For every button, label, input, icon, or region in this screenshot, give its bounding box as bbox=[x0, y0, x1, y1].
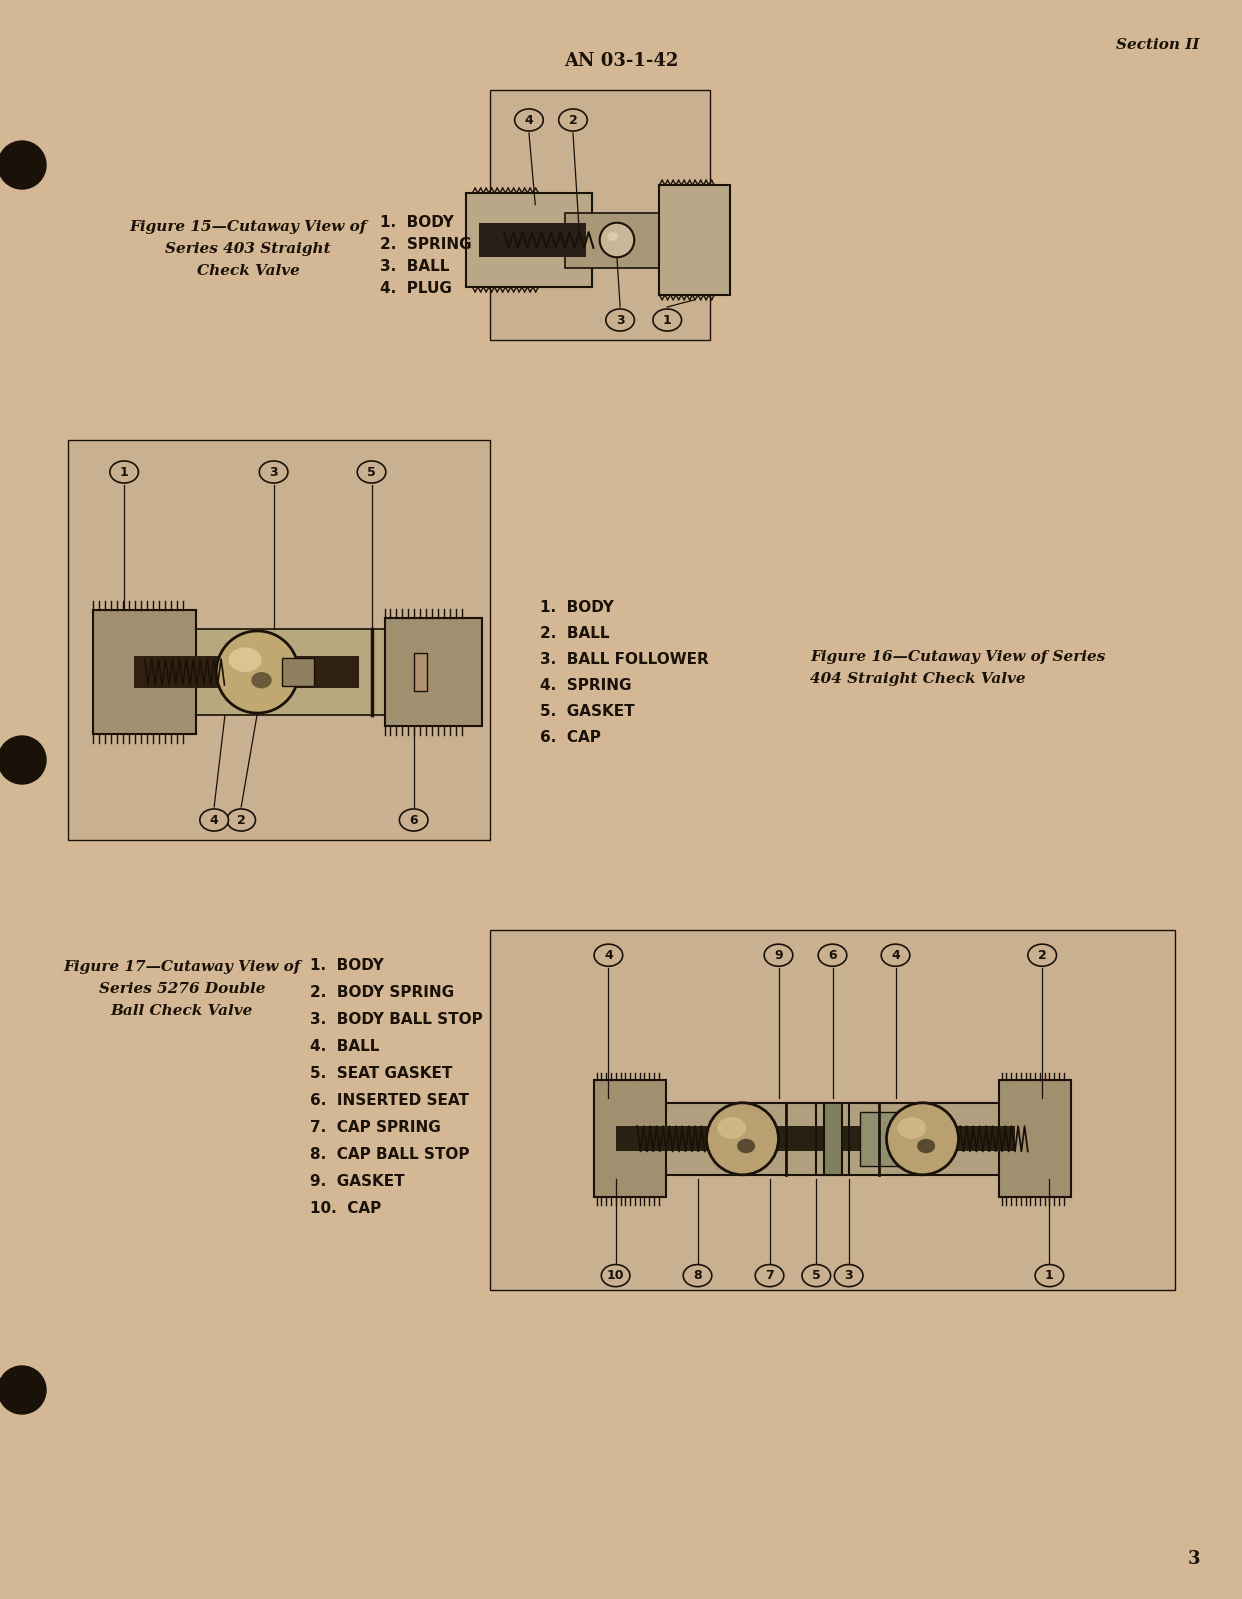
Circle shape bbox=[0, 141, 46, 189]
Circle shape bbox=[600, 222, 635, 257]
Text: 8.  CAP BALL STOP: 8. CAP BALL STOP bbox=[310, 1146, 469, 1162]
Ellipse shape bbox=[400, 809, 428, 831]
FancyBboxPatch shape bbox=[491, 90, 710, 341]
FancyBboxPatch shape bbox=[93, 609, 196, 734]
Text: 8: 8 bbox=[693, 1270, 702, 1282]
Ellipse shape bbox=[601, 1265, 630, 1287]
Text: Check Valve: Check Valve bbox=[196, 264, 299, 278]
Ellipse shape bbox=[1028, 943, 1057, 966]
FancyBboxPatch shape bbox=[385, 617, 482, 726]
Ellipse shape bbox=[683, 1265, 712, 1287]
Text: 5.  SEAT GASKET: 5. SEAT GASKET bbox=[310, 1067, 452, 1081]
Ellipse shape bbox=[917, 1138, 935, 1153]
FancyBboxPatch shape bbox=[478, 222, 585, 257]
Text: Series 403 Straight: Series 403 Straight bbox=[165, 241, 330, 256]
Ellipse shape bbox=[200, 809, 229, 831]
Text: 2.  SPRING: 2. SPRING bbox=[380, 237, 472, 253]
Text: 1: 1 bbox=[663, 313, 672, 326]
Text: 6: 6 bbox=[410, 814, 419, 827]
Text: 3.  BODY BALL STOP: 3. BODY BALL STOP bbox=[310, 1012, 483, 1027]
Text: 6: 6 bbox=[828, 948, 837, 961]
Text: 5: 5 bbox=[812, 1270, 821, 1282]
FancyBboxPatch shape bbox=[134, 656, 359, 688]
Text: 1.  BODY: 1. BODY bbox=[540, 600, 614, 616]
Text: Section II: Section II bbox=[1117, 38, 1200, 53]
Text: 2: 2 bbox=[1038, 948, 1047, 961]
Circle shape bbox=[887, 1103, 959, 1175]
FancyBboxPatch shape bbox=[466, 193, 592, 288]
FancyBboxPatch shape bbox=[68, 440, 491, 839]
Text: Series 5276 Double: Series 5276 Double bbox=[99, 982, 266, 996]
Text: 1: 1 bbox=[119, 465, 128, 478]
Text: 2.  BODY SPRING: 2. BODY SPRING bbox=[310, 985, 455, 999]
FancyBboxPatch shape bbox=[190, 628, 385, 715]
Ellipse shape bbox=[514, 109, 543, 131]
Text: 10: 10 bbox=[607, 1270, 625, 1282]
Circle shape bbox=[216, 632, 298, 713]
Ellipse shape bbox=[607, 232, 617, 241]
FancyBboxPatch shape bbox=[282, 659, 314, 686]
Ellipse shape bbox=[606, 309, 635, 331]
FancyBboxPatch shape bbox=[616, 1126, 1015, 1151]
Text: 2: 2 bbox=[237, 814, 246, 827]
Text: 4.  PLUG: 4. PLUG bbox=[380, 281, 452, 296]
Ellipse shape bbox=[1035, 1265, 1063, 1287]
Text: 4: 4 bbox=[891, 948, 900, 961]
FancyBboxPatch shape bbox=[660, 185, 730, 294]
Text: 4: 4 bbox=[604, 948, 612, 961]
FancyBboxPatch shape bbox=[662, 1103, 1004, 1175]
Text: 1.  BODY: 1. BODY bbox=[310, 958, 384, 974]
Text: 1: 1 bbox=[1045, 1270, 1053, 1282]
Ellipse shape bbox=[882, 943, 910, 966]
Text: 10.  CAP: 10. CAP bbox=[310, 1201, 381, 1215]
Text: 5.  GASKET: 5. GASKET bbox=[540, 704, 635, 720]
Ellipse shape bbox=[559, 109, 587, 131]
Ellipse shape bbox=[358, 461, 386, 483]
Text: 3: 3 bbox=[270, 465, 278, 478]
Text: 3.  BALL: 3. BALL bbox=[380, 259, 450, 273]
Text: 404 Straight Check Valve: 404 Straight Check Valve bbox=[810, 672, 1026, 686]
Text: 2: 2 bbox=[569, 114, 578, 126]
FancyBboxPatch shape bbox=[594, 1081, 666, 1198]
Ellipse shape bbox=[802, 1265, 831, 1287]
Ellipse shape bbox=[229, 648, 262, 672]
Ellipse shape bbox=[653, 309, 682, 331]
Text: 7: 7 bbox=[765, 1270, 774, 1282]
Text: 4: 4 bbox=[524, 114, 533, 126]
Text: 7.  CAP SPRING: 7. CAP SPRING bbox=[310, 1119, 441, 1135]
FancyBboxPatch shape bbox=[859, 1111, 904, 1166]
Ellipse shape bbox=[835, 1265, 863, 1287]
Circle shape bbox=[0, 1366, 46, 1414]
Text: 6.  INSERTED SEAT: 6. INSERTED SEAT bbox=[310, 1094, 469, 1108]
FancyBboxPatch shape bbox=[565, 213, 660, 267]
Ellipse shape bbox=[818, 943, 847, 966]
Ellipse shape bbox=[260, 461, 288, 483]
Text: 4.  SPRING: 4. SPRING bbox=[540, 678, 631, 692]
FancyBboxPatch shape bbox=[999, 1081, 1071, 1198]
Text: 3: 3 bbox=[845, 1270, 853, 1282]
Text: Figure 16—Cutaway View of Series: Figure 16—Cutaway View of Series bbox=[810, 651, 1105, 664]
Text: 4: 4 bbox=[210, 814, 219, 827]
Circle shape bbox=[707, 1103, 779, 1175]
Ellipse shape bbox=[227, 809, 256, 831]
Text: Figure 17—Cutaway View of: Figure 17—Cutaway View of bbox=[63, 959, 301, 974]
Text: 3: 3 bbox=[616, 313, 625, 326]
FancyBboxPatch shape bbox=[823, 1103, 842, 1175]
Text: AN 03-1-42: AN 03-1-42 bbox=[564, 53, 678, 70]
FancyBboxPatch shape bbox=[414, 652, 427, 691]
FancyBboxPatch shape bbox=[491, 931, 1175, 1290]
Text: 9.  GASKET: 9. GASKET bbox=[310, 1174, 405, 1190]
Ellipse shape bbox=[718, 1118, 746, 1138]
Text: 5: 5 bbox=[368, 465, 376, 478]
Ellipse shape bbox=[594, 943, 622, 966]
Text: Ball Check Valve: Ball Check Valve bbox=[111, 1004, 253, 1019]
Text: Figure 15—Cutaway View of: Figure 15—Cutaway View of bbox=[129, 221, 366, 233]
Text: 9: 9 bbox=[774, 948, 782, 961]
Text: 6.  CAP: 6. CAP bbox=[540, 731, 601, 745]
Ellipse shape bbox=[764, 943, 792, 966]
Text: 3: 3 bbox=[1187, 1549, 1200, 1569]
Text: 1.  BODY: 1. BODY bbox=[380, 214, 453, 230]
Text: 4.  BALL: 4. BALL bbox=[310, 1039, 379, 1054]
Ellipse shape bbox=[109, 461, 138, 483]
